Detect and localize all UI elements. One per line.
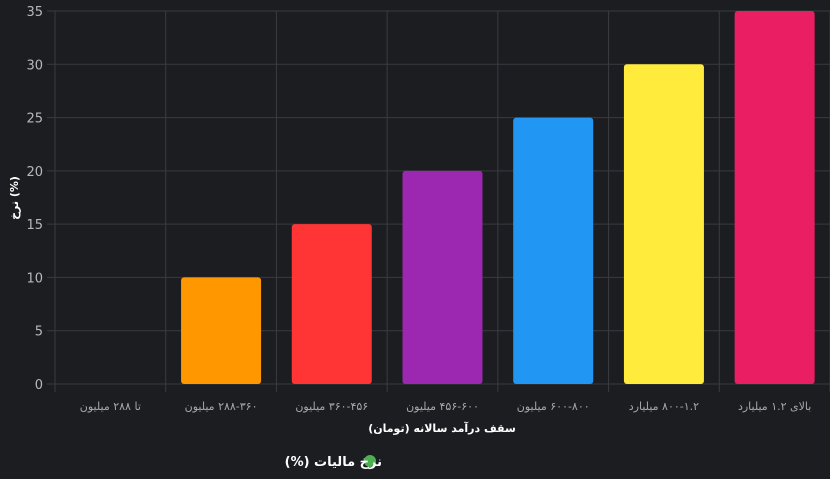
- bar: [291, 224, 372, 384]
- y-tick-label: 5: [35, 325, 43, 340]
- bar: [402, 170, 483, 384]
- y-tick-label: 15: [26, 218, 43, 233]
- x-tick-label: ۴۵۶-۶۰۰ میلیون: [406, 400, 479, 413]
- legend-marker: [364, 455, 376, 467]
- bar: [181, 277, 262, 384]
- bar: [513, 117, 594, 385]
- y-tick-label: 20: [26, 165, 43, 180]
- x-tick-label: ۶۰۰-۸۰۰ میلیون: [517, 400, 590, 413]
- y-axis-ticks: 0 5 10 15 20 25 30 35: [26, 5, 43, 393]
- x-tick-label: ۳۶۰-۴۵۶ میلیون: [295, 400, 368, 413]
- bar: [734, 11, 815, 384]
- x-tick-label: بالای ۱.۲ میلیارد: [738, 400, 811, 413]
- bars: [181, 11, 815, 385]
- y-tick-label: 30: [26, 58, 43, 73]
- y-axis-title: نرخ (%): [8, 176, 21, 220]
- x-tick-label: ۲۸۸-۳۶۰ میلیون: [185, 400, 258, 413]
- y-tick-label: 35: [26, 5, 43, 20]
- y-tick-label: 25: [26, 112, 43, 127]
- x-tick-label: تا ۲۸۸ میلیون: [80, 400, 141, 413]
- x-axis-ticks: تا ۲۸۸ میلیون ۲۸۸-۳۶۰ میلیون ۳۶۰-۴۵۶ میلیو…: [80, 400, 812, 413]
- y-tick-label: 10: [26, 271, 43, 286]
- x-axis-title: سقف درآمد سالانه (تومان): [368, 421, 516, 435]
- legend-label: نرخ مالیات (%): [285, 455, 382, 470]
- y-tick-label: 0: [35, 378, 43, 393]
- bar: [623, 64, 704, 385]
- x-tick-label: ۸۰۰-۱.۲ میلیارد: [629, 400, 699, 413]
- legend[interactable]: نرخ مالیات (%): [285, 455, 382, 470]
